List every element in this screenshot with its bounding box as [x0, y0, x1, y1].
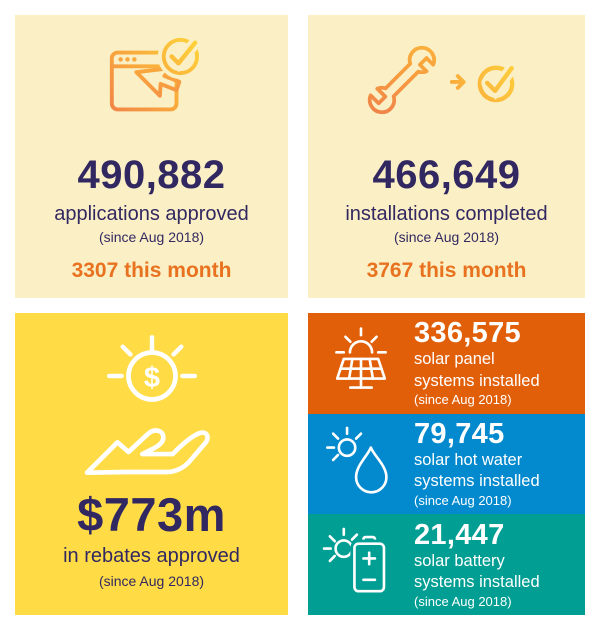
installations-label: installations completed — [345, 203, 548, 225]
solar-hot-water-line1: solar hot water — [414, 450, 523, 469]
dollar-coin-hand-icon: $ — [15, 329, 288, 481]
solar-hot-water-value: 79,745 — [414, 417, 505, 450]
solar-panel-line2: systems installed — [414, 371, 540, 390]
svg-text:$: $ — [143, 362, 159, 394]
applications-since: (since Aug 2018) — [98, 229, 205, 245]
solar-battery-line1: solar battery — [414, 551, 505, 570]
solar-panel-line1: solar panel — [414, 350, 495, 369]
solar-battery-value: 21,447 — [414, 518, 505, 551]
installations-since: (since Aug 2018) — [393, 229, 500, 245]
solar-hot-water-card: 79,745 solar hot water systems installed… — [308, 413, 585, 515]
solar-hot-water-line2: systems installed — [414, 472, 540, 491]
installations-value: 466,649 — [372, 153, 521, 197]
solar-battery-card: 21,447 solar battery systems installed (… — [308, 514, 585, 616]
rebates-value: $773m — [77, 488, 226, 541]
solar-hot-water-since: (since Aug 2018) — [414, 492, 512, 508]
applications-card: 490,882 applications approved (since Aug… — [15, 15, 288, 298]
systems-stack: 336,575 solar panel systems installed (s… — [308, 313, 585, 616]
applications-this-month: 3307 this month — [71, 259, 232, 283]
solar-panel-sun-icon — [308, 321, 414, 405]
solar-panel-card: 336,575 solar panel systems installed (s… — [308, 313, 585, 414]
solar-battery-since: (since Aug 2018) — [414, 593, 512, 609]
rebates-label: in rebates approved — [63, 545, 240, 567]
installations-card: 466,649 installations completed (since A… — [308, 15, 585, 298]
sun-water-drop-icon — [308, 422, 414, 506]
solar-battery-line2: systems installed — [414, 573, 540, 592]
rebates-since: (since Aug 2018) — [98, 573, 205, 589]
applications-label: applications approved — [54, 203, 249, 225]
browser-cursor-check-icon — [15, 31, 288, 129]
wrench-arrow-check-icon — [308, 31, 585, 129]
rebates-card: $ $773m in rebates approved (since Aug 2… — [15, 313, 288, 615]
installations-this-month: 3767 this month — [366, 259, 527, 283]
applications-value: 490,882 — [77, 153, 226, 197]
solar-panel-since: (since Aug 2018) — [414, 392, 512, 408]
solar-panel-value: 336,575 — [414, 317, 521, 350]
sun-battery-icon — [308, 523, 414, 607]
